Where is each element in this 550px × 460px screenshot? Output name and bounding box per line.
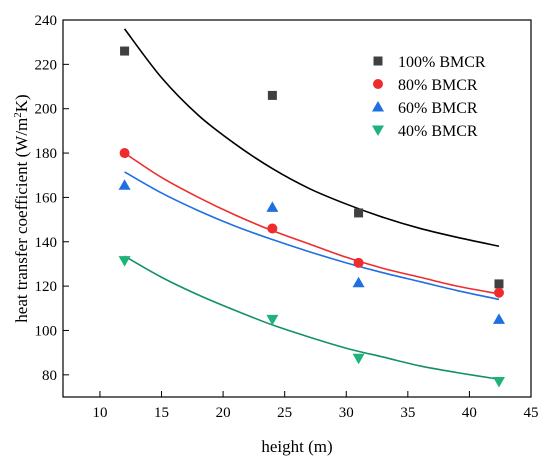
data-point-series-0 xyxy=(354,208,364,218)
data-markers xyxy=(118,46,505,388)
y-tick-label: 140 xyxy=(35,235,58,251)
y-axis-title-end: K) xyxy=(12,94,31,112)
x-tick-label: 10 xyxy=(92,405,107,421)
data-point-series-1 xyxy=(119,148,130,159)
data-point-series-3 xyxy=(352,353,365,365)
plot-border xyxy=(62,19,532,398)
legend-label: 80% BMCR xyxy=(398,77,478,94)
y-axis-title-main: heat transfer coefficient (W/m xyxy=(12,118,31,323)
x-tick-label: 20 xyxy=(216,405,231,421)
data-point-series-3 xyxy=(492,376,505,388)
y-tick-label: 120 xyxy=(35,279,58,295)
y-axis-title-superscript: 2 xyxy=(12,112,24,118)
data-point-series-3 xyxy=(118,256,131,267)
y-axis-title: heat transfer coefficient (W/m2K) xyxy=(12,94,31,322)
plot-frame xyxy=(62,19,532,398)
legend-label: 60% BMCR xyxy=(398,100,478,117)
data-point-series-3 xyxy=(266,314,279,326)
fit-line-series-0 xyxy=(123,28,500,247)
x-tick-label: 15 xyxy=(154,405,169,421)
fit-line-series-2 xyxy=(124,171,500,301)
data-point-series-2 xyxy=(352,276,365,288)
x-axis-title: height (m) xyxy=(261,437,332,456)
y-tick-label: 100 xyxy=(35,323,58,339)
legend-marker-series-1 xyxy=(373,79,383,89)
x-tick-label: 25 xyxy=(277,405,292,421)
y-tick-label: 180 xyxy=(35,146,58,162)
fit-line-series-1 xyxy=(124,152,500,295)
data-point-series-1 xyxy=(353,257,364,268)
data-point-series-1 xyxy=(267,223,278,234)
x-tick-label: 35 xyxy=(400,405,415,421)
legend-marker-series-3 xyxy=(372,125,384,136)
x-tick-label: 30 xyxy=(339,405,354,421)
data-point-series-0 xyxy=(267,90,277,100)
fit-line-series-3 xyxy=(124,255,500,381)
data-point-series-2 xyxy=(492,313,505,324)
legend: 100% BMCR 80% BMCR 60% BMCR 40% BMCR xyxy=(372,54,486,140)
legend-marker-series-0 xyxy=(373,56,383,66)
y-tick-label: 240 xyxy=(35,13,58,29)
y-axis: 80 100 120 140 160 180 200 220 240 xyxy=(35,13,69,384)
data-point-series-0 xyxy=(120,46,130,56)
fit-lines xyxy=(123,28,500,381)
data-point-series-2 xyxy=(118,179,131,190)
data-point-series-0 xyxy=(494,279,504,289)
x-tick-label: 40 xyxy=(462,405,477,421)
y-tick-label: 200 xyxy=(35,102,58,118)
legend-marker-series-2 xyxy=(372,101,384,112)
y-tick-label: 80 xyxy=(42,368,57,384)
y-tick-label: 220 xyxy=(35,57,58,73)
legend-label: 40% BMCR xyxy=(398,123,478,140)
y-tick-label: 160 xyxy=(35,190,58,206)
x-tick-label: 45 xyxy=(524,405,539,421)
data-point-series-2 xyxy=(266,201,279,212)
x-axis: 10 15 20 25 30 35 40 45 xyxy=(92,391,539,421)
legend-label: 100% BMCR xyxy=(398,54,486,71)
data-point-series-1 xyxy=(493,287,504,298)
